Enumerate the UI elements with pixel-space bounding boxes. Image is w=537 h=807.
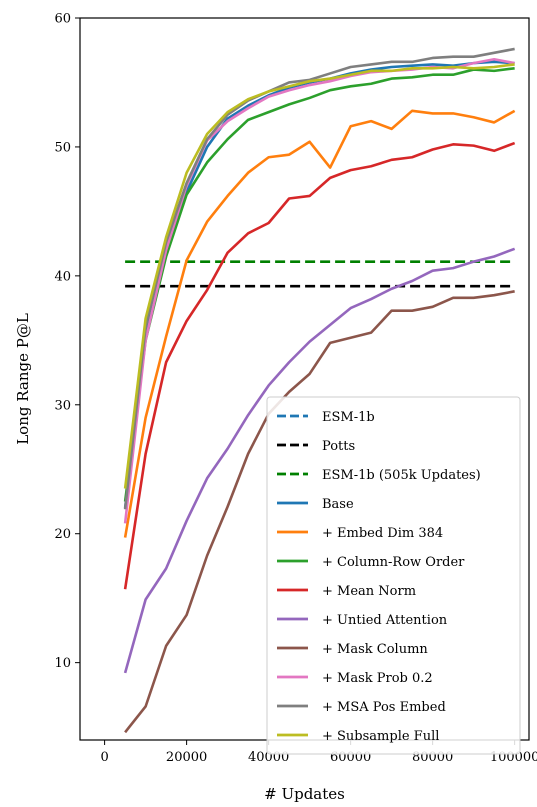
legend-label: + Mean Norm: [322, 584, 416, 599]
y-tick-label: 10: [54, 656, 71, 671]
plot-lines: [123, 47, 516, 734]
series-line-column-row-order: [123, 66, 515, 502]
legend-label: + Mask Prob 0.2: [322, 671, 433, 686]
series-line-mean-norm: [123, 141, 516, 590]
legend-label: + Subsample Full: [322, 729, 439, 744]
legend-label: Potts: [322, 439, 355, 454]
series-line-subsample-full: [123, 63, 515, 489]
legend-label: + MSA Pos Embed: [322, 700, 446, 715]
legend-label: ESM-1b (505k Updates): [322, 468, 481, 483]
x-axis-label: # Updates: [264, 785, 345, 803]
legend-label: + Column-Row Order: [322, 555, 465, 570]
legend: ESM-1b Potts ESM-1b (505k Updates) Base + Em…: [266, 396, 521, 755]
legend-label: + Embed Dim 384: [322, 526, 443, 541]
series-line-embed-dim-384: [123, 109, 516, 538]
y-tick-label: 50: [54, 140, 71, 155]
legend-box: [266, 396, 521, 755]
x-tick-label: 20000: [166, 750, 207, 765]
legend-label: Base: [322, 497, 354, 512]
series-line-mask-column: [124, 290, 515, 734]
series-line-untied-attention: [123, 247, 516, 674]
y-axis-label: Long Range P@L: [14, 313, 32, 445]
legend-label: + Untied Attention: [322, 613, 448, 628]
y-tick-label: 40: [54, 269, 71, 284]
series-line-msa-pos-embed: [123, 47, 515, 510]
y-tick-label: 60: [54, 12, 71, 27]
x-tick-label: 0: [100, 750, 108, 765]
y-tick-label: 30: [54, 398, 71, 413]
legend-label: + Mask Column: [322, 642, 428, 657]
legend-label: ESM-1b: [322, 410, 375, 425]
y-tick-label: 20: [54, 527, 71, 542]
